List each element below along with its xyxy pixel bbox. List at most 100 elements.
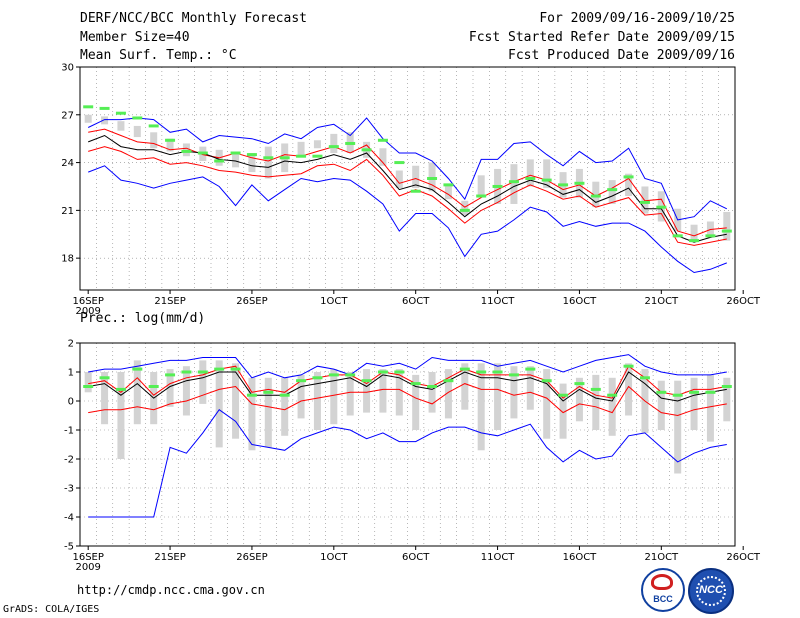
x-tick-label: 21SEP xyxy=(154,296,185,307)
ensemble-bar xyxy=(346,372,354,416)
ensemble-bar xyxy=(117,372,125,459)
forecast-produced-date: Fcst Produced Date 2009/09/16 xyxy=(508,48,735,63)
series-line-q75 xyxy=(88,128,727,237)
x-tick-label: 11OCT xyxy=(481,296,516,307)
ensemble-bar xyxy=(608,180,616,204)
ensemble-bar xyxy=(232,153,240,168)
y-tick-label: -3 xyxy=(64,484,74,495)
series-line-max xyxy=(87,117,728,221)
ensemble-bar xyxy=(166,369,174,407)
ensemble-bar xyxy=(428,372,436,413)
y-tick-label: -4 xyxy=(64,513,74,524)
ensemble-bar xyxy=(379,148,387,166)
x-tick-label: 16OCT xyxy=(563,296,598,307)
ensemble-bar xyxy=(84,372,92,393)
ensemble-bar xyxy=(264,377,272,448)
ensemble-bar xyxy=(395,170,403,189)
ensemble-bar xyxy=(379,369,387,413)
y-tick-label: 24 xyxy=(61,158,74,169)
x-tick-label: 21OCT xyxy=(644,552,679,563)
x-tick-label: 1OCT xyxy=(320,552,348,563)
ensemble-bar xyxy=(182,366,190,416)
x-tick-label: 26SEP xyxy=(236,552,267,563)
x-tick-label: 6OCT xyxy=(402,296,430,307)
ensemble-bar xyxy=(297,374,305,419)
year-label: 2009 xyxy=(75,306,100,317)
grads-credit: GrADS: COLA/IGES xyxy=(3,604,100,615)
ensemble-bar xyxy=(215,360,223,448)
x-tick-label: 26OCT xyxy=(726,296,761,307)
ncc-logo: NCC xyxy=(688,568,734,614)
x-tick-label: 26OCT xyxy=(726,552,761,563)
ensemble-bar xyxy=(543,369,551,439)
series-line-mean xyxy=(88,134,727,243)
y-tick-label: 30 xyxy=(61,63,74,74)
ensemble-bar xyxy=(690,377,698,430)
ensemble-bar xyxy=(510,366,518,419)
x-tick-label: 1OCT xyxy=(320,296,348,307)
ensemble-bar xyxy=(412,374,420,430)
prec-variable-label: Prec.: log(mm/d) xyxy=(80,311,206,326)
y-tick-label: 2 xyxy=(68,339,74,350)
ensemble-bar xyxy=(444,184,452,200)
y-tick-label: 1 xyxy=(68,368,74,379)
series-line-min xyxy=(88,409,727,518)
ensemble-bar xyxy=(264,146,272,179)
ensemble-bar xyxy=(330,369,338,425)
ncc-logo-text: NCC xyxy=(699,584,723,596)
ensemble-bar xyxy=(723,211,731,241)
ensemble-bar xyxy=(526,366,534,410)
ensemble-bar xyxy=(706,374,714,442)
ensemble-bar xyxy=(297,141,305,157)
member-size: Member Size=40 xyxy=(80,30,190,45)
temperature-plot: 18 21 24 27 30 16SEP 21SEP 26SEP 1OCT 6OCT 11OCT 16… xyxy=(61,63,761,318)
source-url[interactable]: http://cmdp.ncc.cma.gov.cn xyxy=(77,583,265,597)
ensemble-bar xyxy=(494,363,502,430)
chart-title: DERF/NCC/BCC Monthly Forecast xyxy=(80,11,307,26)
x-tick-label: 26SEP xyxy=(236,296,267,307)
ensemble-bar xyxy=(395,369,403,416)
x-tick-label: 11OCT xyxy=(481,552,516,563)
ensemble-bar xyxy=(412,165,420,189)
x-tick-label: 6OCT xyxy=(402,552,430,563)
ensemble-bar xyxy=(674,380,682,474)
ensemble-bar xyxy=(657,380,665,430)
ensemble-bar xyxy=(84,114,92,123)
x-tick-label: 21SEP xyxy=(154,552,185,563)
ensemble-bar xyxy=(428,162,436,192)
ensemble-bar xyxy=(477,363,485,451)
x-tick-label: 16OCT xyxy=(563,552,598,563)
ensemble-bar xyxy=(248,153,256,173)
ensemble-bar xyxy=(248,377,256,451)
ensemble-bar xyxy=(625,363,633,416)
ensemble-bar xyxy=(592,181,600,208)
ensemble-bar xyxy=(232,363,240,439)
ensemble-bar xyxy=(444,369,452,419)
series-line-q25 xyxy=(88,146,727,246)
plot-frame xyxy=(79,66,736,291)
bcc-logo-text: BCC xyxy=(653,594,673,604)
ensemble-bar xyxy=(559,383,567,439)
ensemble-bar xyxy=(461,363,469,410)
ensemble-bar xyxy=(133,360,141,425)
ensemble-bar xyxy=(690,224,698,243)
ensemble-bar xyxy=(199,360,207,404)
ensemble-bar xyxy=(150,132,158,149)
y-tick-label: -5 xyxy=(64,542,74,553)
forecast-started-date: Fcst Started Refer Date 2009/09/15 xyxy=(468,30,735,45)
ensemble-bar xyxy=(723,377,731,422)
ensemble-bar xyxy=(330,133,338,154)
y-tick-label: 27 xyxy=(61,110,74,121)
ensemble-bar xyxy=(477,175,485,198)
ensemble-bar xyxy=(117,121,125,131)
x-tick-label: 16SEP xyxy=(72,296,103,307)
ensemble-bar xyxy=(625,173,633,197)
ensemble-bar xyxy=(543,159,551,189)
ensemble-bar xyxy=(641,186,649,214)
series-line-mean xyxy=(88,371,727,402)
y-tick-label: 18 xyxy=(61,254,74,265)
y-tick-label: 21 xyxy=(61,206,74,217)
ensemble-bar xyxy=(592,374,600,430)
precipitation-plot: -5 -4 -3 -2 -1 0 1 2 16SEP 21SEP 26SEP 1OCT 6OCT 11OC… xyxy=(64,339,761,574)
